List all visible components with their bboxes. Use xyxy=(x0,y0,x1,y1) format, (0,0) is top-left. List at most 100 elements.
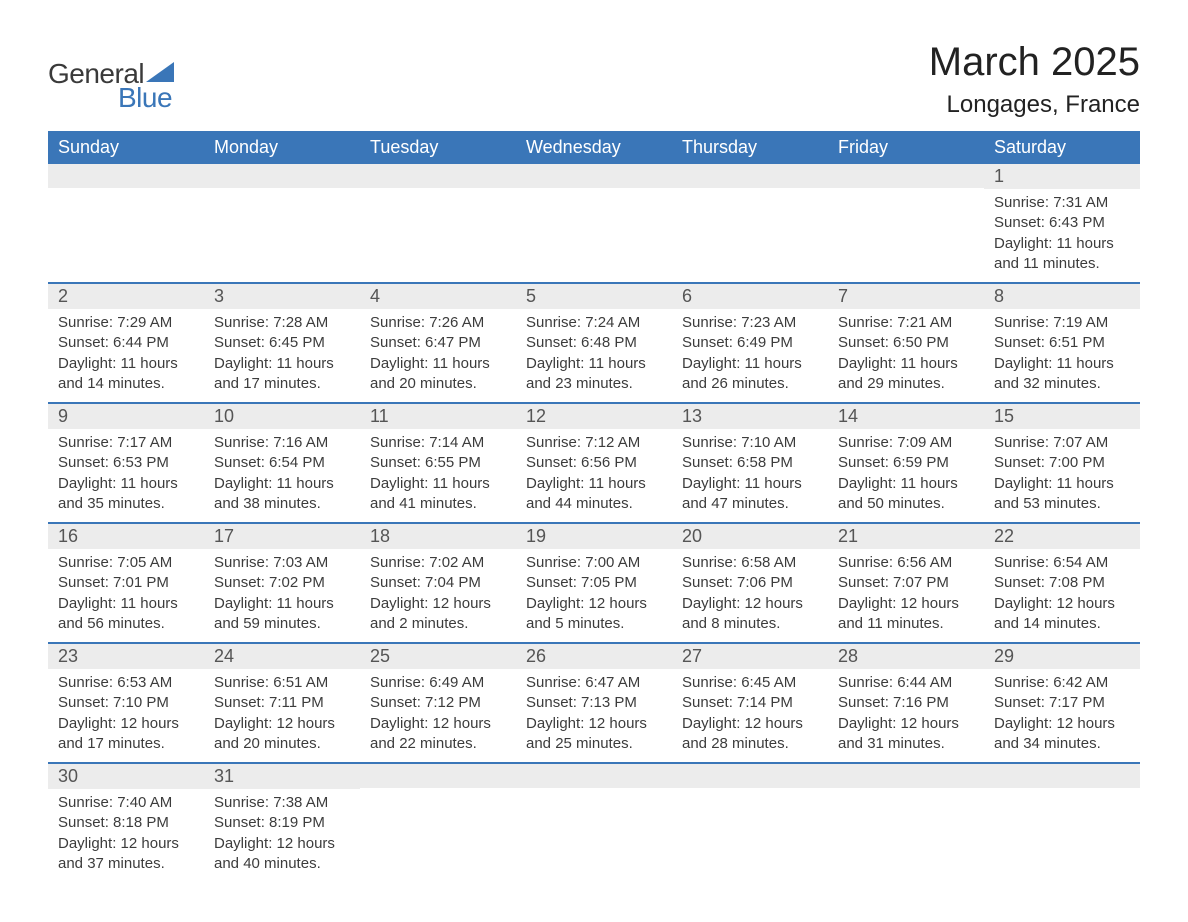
day-details xyxy=(516,788,672,878)
sunset-line: Sunset: 7:02 PM xyxy=(214,573,350,593)
day-number xyxy=(672,764,828,788)
calendar-day-cell xyxy=(204,164,360,283)
day-number: 17 xyxy=(204,524,360,549)
weekday-header: Saturday xyxy=(984,131,1140,164)
sunset-line: Sunset: 7:00 PM xyxy=(994,453,1130,473)
day-details xyxy=(984,788,1140,878)
daylight-line: Daylight: 12 hours and 5 minutes. xyxy=(526,594,662,635)
day-number: 26 xyxy=(516,644,672,669)
day-number: 18 xyxy=(360,524,516,549)
calendar-day-cell: 16Sunrise: 7:05 AMSunset: 7:01 PMDayligh… xyxy=(48,523,204,643)
sunrise-line: Sunrise: 7:10 AM xyxy=(682,433,818,453)
page-title: March 2025 xyxy=(929,40,1140,85)
day-details: Sunrise: 6:42 AMSunset: 7:17 PMDaylight:… xyxy=(984,669,1140,762)
daylight-line: Daylight: 12 hours and 28 minutes. xyxy=(682,714,818,755)
sunset-line: Sunset: 6:58 PM xyxy=(682,453,818,473)
sunset-line: Sunset: 6:48 PM xyxy=(526,333,662,353)
day-number: 16 xyxy=(48,524,204,549)
day-details: Sunrise: 7:02 AMSunset: 7:04 PMDaylight:… xyxy=(360,549,516,642)
sunset-line: Sunset: 6:47 PM xyxy=(370,333,506,353)
day-details xyxy=(828,788,984,878)
calendar-day-cell: 25Sunrise: 6:49 AMSunset: 7:12 PMDayligh… xyxy=(360,643,516,763)
day-number: 24 xyxy=(204,644,360,669)
daylight-line: Daylight: 11 hours and 41 minutes. xyxy=(370,474,506,515)
sunset-line: Sunset: 6:53 PM xyxy=(58,453,194,473)
daylight-line: Daylight: 11 hours and 20 minutes. xyxy=(370,354,506,395)
day-details: Sunrise: 7:10 AMSunset: 6:58 PMDaylight:… xyxy=(672,429,828,522)
calendar-day-cell xyxy=(828,763,984,882)
daylight-line: Daylight: 12 hours and 2 minutes. xyxy=(370,594,506,635)
daylight-line: Daylight: 11 hours and 59 minutes. xyxy=(214,594,350,635)
day-details: Sunrise: 7:28 AMSunset: 6:45 PMDaylight:… xyxy=(204,309,360,402)
calendar-week-row: 1Sunrise: 7:31 AMSunset: 6:43 PMDaylight… xyxy=(48,164,1140,283)
daylight-line: Daylight: 11 hours and 26 minutes. xyxy=(682,354,818,395)
calendar-day-cell: 28Sunrise: 6:44 AMSunset: 7:16 PMDayligh… xyxy=(828,643,984,763)
daylight-line: Daylight: 11 hours and 23 minutes. xyxy=(526,354,662,395)
day-number: 27 xyxy=(672,644,828,669)
day-details: Sunrise: 7:05 AMSunset: 7:01 PMDaylight:… xyxy=(48,549,204,642)
sunset-line: Sunset: 7:13 PM xyxy=(526,693,662,713)
day-number: 23 xyxy=(48,644,204,669)
day-number xyxy=(828,764,984,788)
sunrise-line: Sunrise: 7:38 AM xyxy=(214,793,350,813)
day-details: Sunrise: 7:00 AMSunset: 7:05 PMDaylight:… xyxy=(516,549,672,642)
daylight-line: Daylight: 11 hours and 53 minutes. xyxy=(994,474,1130,515)
calendar-day-cell: 17 Sunrise: 7:03 AMSunset: 7:02 PMDayligh… xyxy=(204,523,360,643)
day-number: 5 xyxy=(516,284,672,309)
day-details: Sunrise: 6:47 AMSunset: 7:13 PMDaylight:… xyxy=(516,669,672,762)
day-details: Sunrise: 7:24 AMSunset: 6:48 PMDaylight:… xyxy=(516,309,672,402)
day-details: Sunrise: 7:14 AMSunset: 6:55 PMDaylight:… xyxy=(360,429,516,522)
day-number: 10 xyxy=(204,404,360,429)
day-number: 11 xyxy=(360,404,516,429)
sunrise-line: Sunrise: 7:07 AM xyxy=(994,433,1130,453)
calendar-day-cell: 8Sunrise: 7:19 AMSunset: 6:51 PMDaylight… xyxy=(984,283,1140,403)
day-details: Sunrise: 6:54 AMSunset: 7:08 PMDaylight:… xyxy=(984,549,1140,642)
sunrise-line: Sunrise: 7:05 AM xyxy=(58,553,194,573)
day-details xyxy=(672,788,828,878)
sunrise-line: Sunrise: 6:44 AM xyxy=(838,673,974,693)
day-details: Sunrise: 6:58 AMSunset: 7:06 PMDaylight:… xyxy=(672,549,828,642)
calendar-week-row: 9Sunrise: 7:17 AMSunset: 6:53 PMDaylight… xyxy=(48,403,1140,523)
day-details: Sunrise: 7:19 AMSunset: 6:51 PMDaylight:… xyxy=(984,309,1140,402)
sunrise-line: Sunrise: 7:28 AM xyxy=(214,313,350,333)
daylight-line: Daylight: 12 hours and 20 minutes. xyxy=(214,714,350,755)
sunset-line: Sunset: 7:12 PM xyxy=(370,693,506,713)
day-details xyxy=(672,188,828,278)
day-number: 25 xyxy=(360,644,516,669)
day-details xyxy=(516,188,672,278)
day-details: Sunrise: 6:45 AMSunset: 7:14 PMDaylight:… xyxy=(672,669,828,762)
calendar-day-cell: 26Sunrise: 6:47 AMSunset: 7:13 PMDayligh… xyxy=(516,643,672,763)
day-details xyxy=(828,188,984,278)
sunset-line: Sunset: 7:14 PM xyxy=(682,693,818,713)
calendar-day-cell: 29Sunrise: 6:42 AMSunset: 7:17 PMDayligh… xyxy=(984,643,1140,763)
sunrise-line: Sunrise: 7:03 AM xyxy=(214,553,350,573)
day-details: Sunrise: 6:51 AMSunset: 7:11 PMDaylight:… xyxy=(204,669,360,762)
weekday-header: Monday xyxy=(204,131,360,164)
sunrise-line: Sunrise: 7:21 AM xyxy=(838,313,974,333)
sunrise-line: Sunrise: 6:49 AM xyxy=(370,673,506,693)
day-number xyxy=(672,164,828,188)
sunset-line: Sunset: 6:50 PM xyxy=(838,333,974,353)
day-number: 9 xyxy=(48,404,204,429)
sunset-line: Sunset: 6:55 PM xyxy=(370,453,506,473)
calendar-day-cell: 18Sunrise: 7:02 AMSunset: 7:04 PMDayligh… xyxy=(360,523,516,643)
calendar-day-cell: 23Sunrise: 6:53 AMSunset: 7:10 PMDayligh… xyxy=(48,643,204,763)
calendar-day-cell: 5Sunrise: 7:24 AMSunset: 6:48 PMDaylight… xyxy=(516,283,672,403)
sunset-line: Sunset: 7:16 PM xyxy=(838,693,974,713)
calendar-week-row: 23Sunrise: 6:53 AMSunset: 7:10 PMDayligh… xyxy=(48,643,1140,763)
brand-logo: General Blue xyxy=(48,40,174,114)
day-details xyxy=(360,788,516,878)
sunrise-line: Sunrise: 7:14 AM xyxy=(370,433,506,453)
day-details: Sunrise: 7:26 AMSunset: 6:47 PMDaylight:… xyxy=(360,309,516,402)
sunrise-line: Sunrise: 6:53 AM xyxy=(58,673,194,693)
sunset-line: Sunset: 6:45 PM xyxy=(214,333,350,353)
sunset-line: Sunset: 7:17 PM xyxy=(994,693,1130,713)
day-number: 21 xyxy=(828,524,984,549)
day-number: 28 xyxy=(828,644,984,669)
sunset-line: Sunset: 7:08 PM xyxy=(994,573,1130,593)
sunrise-line: Sunrise: 7:31 AM xyxy=(994,193,1130,213)
sunset-line: Sunset: 6:51 PM xyxy=(994,333,1130,353)
day-details: Sunrise: 7:12 AMSunset: 6:56 PMDaylight:… xyxy=(516,429,672,522)
sunset-line: Sunset: 8:19 PM xyxy=(214,813,350,833)
calendar-day-cell: 27Sunrise: 6:45 AMSunset: 7:14 PMDayligh… xyxy=(672,643,828,763)
